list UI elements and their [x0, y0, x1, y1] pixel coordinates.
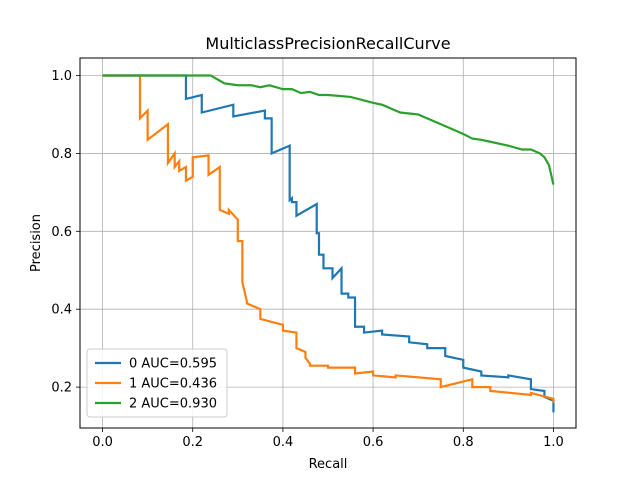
y-tick-label: 0.8 — [51, 147, 72, 162]
grid — [80, 58, 576, 428]
chart-title: MulticlassPrecisionRecallCurve — [205, 34, 450, 53]
x-tick-label: 0.6 — [363, 435, 384, 450]
x-tick-label: 0.8 — [453, 435, 474, 450]
x-tick-label: 0.0 — [92, 435, 113, 450]
plot-frame — [79, 57, 577, 429]
legend-label-1: 1 AUC=0.436 — [129, 377, 217, 392]
legend-label-2: 2 AUC=0.930 — [129, 397, 217, 412]
legend: 0 AUC=0.595 1 AUC=0.436 2 AUC=0.930 — [86, 348, 228, 418]
x-tick-label: 0.4 — [273, 435, 294, 450]
x-axis-label: Recall — [309, 457, 348, 472]
series-layer — [102, 74, 555, 413]
x-tick-label: 0.2 — [182, 435, 203, 450]
series-line-0 — [102, 74, 555, 413]
x-tick-label: 1.0 — [543, 435, 564, 450]
y-tick-label: 1.0 — [51, 69, 72, 84]
series-line-1 — [102, 74, 555, 403]
y-tick-label: 0.2 — [51, 381, 72, 396]
y-axis-label: Precision — [29, 214, 44, 272]
legend-label-0: 0 AUC=0.595 — [129, 357, 217, 372]
series-line-2 — [102, 74, 555, 185]
legend-box — [86, 348, 228, 418]
y-tick-label: 0.4 — [51, 303, 72, 318]
y-tick-label: 0.6 — [51, 225, 72, 240]
axis-ticks: 0.0 0.2 0.4 0.6 0.8 1.0 0.2 0.4 0.6 0.8 1.0 — [51, 69, 563, 450]
